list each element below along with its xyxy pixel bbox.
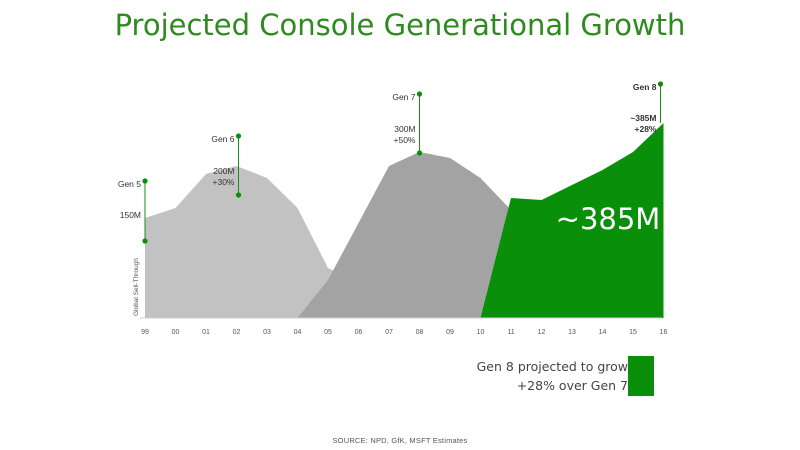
gen-5-pin-top xyxy=(142,178,148,184)
annotation-group: Gen 5 150M Gen 6 200M+30% Gen 7 300M+50% Gen 8… xyxy=(118,81,664,244)
chart-title: Projected Console Generational Growth xyxy=(114,8,686,42)
x-tick-label: 13 xyxy=(568,329,576,336)
area-gen-8 xyxy=(480,123,664,318)
x-tick-label: 14 xyxy=(599,329,607,336)
gen-5-label: Gen 5 xyxy=(118,179,141,189)
x-tick-label: 04 xyxy=(294,329,302,336)
x-tick-label: 03 xyxy=(263,329,271,336)
x-tick-label: 10 xyxy=(477,329,485,336)
x-tick-label: 12 xyxy=(538,329,546,336)
area-gen-6 xyxy=(145,166,450,318)
big-value-label: ~385M xyxy=(556,202,661,236)
area-gen-7 xyxy=(297,152,664,318)
gen-7-change: +50% xyxy=(394,135,416,145)
legend-line-2: +28% over Gen 7 xyxy=(516,378,628,393)
gen-8-value: ~385M xyxy=(630,113,656,123)
gen-6-label: Gen 6 xyxy=(211,134,234,144)
x-tick-label: 00 xyxy=(172,329,180,336)
x-tick-label: 15 xyxy=(629,329,637,336)
area-series-group xyxy=(145,123,664,318)
legend-text: Gen 8 projected to grow +28% over Gen 7 xyxy=(477,357,628,395)
gen-8-change: +28% xyxy=(635,124,657,134)
x-tick-label: 02 xyxy=(233,329,241,336)
gen-6-pin-bottom xyxy=(235,192,242,198)
x-tick-label: 07 xyxy=(385,329,393,336)
gen-7-label: Gen 7 xyxy=(392,92,415,102)
gen-8-label: Gen 8 xyxy=(633,82,657,92)
source-note: SOURCE: NPD, GfK, MSFT Estimates xyxy=(332,436,468,445)
x-tick-label: 11 xyxy=(507,329,514,336)
gen-5-value: 150M xyxy=(120,210,141,220)
x-tick-label: 09 xyxy=(446,329,454,336)
gen-6-value: 200M xyxy=(213,166,234,176)
gen-7-value: 300M xyxy=(394,124,415,134)
gen-8-pin-top xyxy=(657,81,664,87)
gen-7-pin-top xyxy=(416,91,423,97)
legend-line-1: Gen 8 projected to grow xyxy=(476,359,628,374)
x-tick-label: 06 xyxy=(355,329,363,336)
gen-7-pin-bottom xyxy=(416,150,423,156)
x-axis-ticks: 99 00 01 02 03 04 05 06 07 08 09 10 11 12 13 14 15 16 xyxy=(141,329,667,336)
x-tick-label: 16 xyxy=(660,329,668,336)
x-tick-label: 05 xyxy=(324,329,332,336)
gen-6-change: +30% xyxy=(213,177,235,187)
x-tick-label: 08 xyxy=(416,329,424,336)
gen-6-pin-top xyxy=(235,133,242,139)
x-tick-label: 99 xyxy=(141,329,149,336)
gen-5-pin-bottom xyxy=(142,238,148,244)
y-axis-label: Global Sell-Through xyxy=(133,258,140,316)
x-tick-label: 01 xyxy=(202,329,210,336)
legend-swatch xyxy=(628,356,654,396)
